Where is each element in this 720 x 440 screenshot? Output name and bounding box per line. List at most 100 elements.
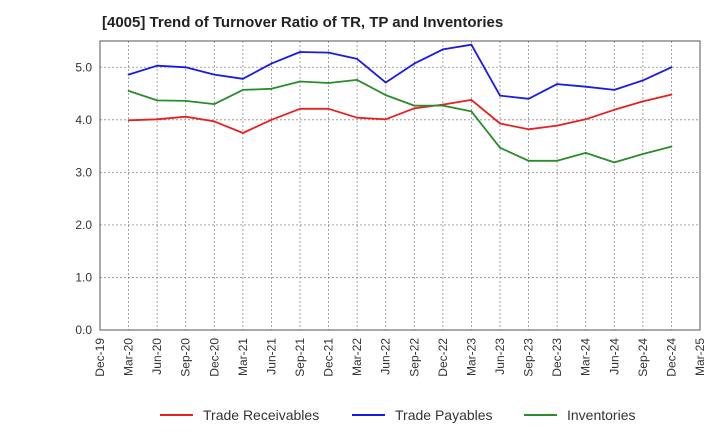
data-point bbox=[613, 88, 616, 91]
data-point bbox=[641, 153, 644, 155]
data-point bbox=[556, 83, 559, 85]
chart-legend: Trade Receivables Trade Payables Inventori… bbox=[0, 404, 720, 426]
data-point bbox=[470, 43, 473, 46]
data-point bbox=[470, 110, 473, 113]
x-tick-label: Sep-23 bbox=[522, 338, 536, 377]
legend-swatch bbox=[524, 414, 557, 416]
data-point bbox=[413, 62, 416, 65]
data-point bbox=[184, 66, 187, 69]
legend-swatch bbox=[352, 414, 385, 416]
data-point bbox=[584, 85, 587, 88]
data-point bbox=[241, 88, 244, 91]
line-chart: 0.0 1.0 2.0 3.0 4.0 5.0 Dec-19 Mar-20 Jun-20 Sep… bbox=[75, 40, 707, 377]
x-tick-label: Sep-22 bbox=[407, 338, 421, 377]
data-point bbox=[384, 94, 387, 97]
data-point bbox=[270, 62, 273, 65]
data-point bbox=[270, 118, 273, 121]
grid-lines bbox=[100, 41, 700, 330]
data-point bbox=[156, 99, 159, 102]
data-point bbox=[356, 78, 359, 81]
legend-item: Trade Payables bbox=[352, 404, 493, 426]
data-point bbox=[613, 161, 616, 164]
x-tick-label: Jun-22 bbox=[379, 338, 393, 375]
x-tick-labels: Dec-19 Mar-20 Jun-20 Sep-20 Dec-20 Mar-21 Jun-… bbox=[93, 338, 707, 377]
data-point bbox=[327, 51, 330, 54]
data-point bbox=[641, 79, 644, 82]
data-point bbox=[299, 80, 301, 83]
data-point bbox=[413, 107, 416, 110]
data-point bbox=[499, 122, 501, 125]
series-line-1 bbox=[128, 93, 672, 134]
data-point bbox=[556, 124, 559, 127]
plot-axes bbox=[99, 40, 701, 331]
data-point bbox=[470, 98, 473, 101]
data-point bbox=[213, 103, 216, 105]
data-point bbox=[584, 152, 587, 154]
data-point bbox=[299, 107, 301, 110]
legend-label: Trade Receivables bbox=[203, 407, 320, 423]
x-tick-label: Mar-24 bbox=[579, 338, 593, 376]
y-tick-labels: 0.0 1.0 2.0 3.0 4.0 5.0 bbox=[75, 60, 92, 337]
data-point bbox=[156, 118, 159, 121]
data-point bbox=[127, 119, 130, 122]
x-tick-label: Mar-20 bbox=[122, 338, 136, 376]
x-tick-label: Mar-22 bbox=[350, 338, 364, 376]
data-point bbox=[384, 81, 387, 84]
data-point bbox=[184, 100, 187, 102]
y-tick-label: 0.0 bbox=[75, 323, 92, 337]
x-tick-label: Sep-24 bbox=[636, 338, 650, 377]
x-tick-label: Mar-21 bbox=[236, 338, 250, 376]
legend-item: Inventories bbox=[524, 404, 635, 426]
y-tick-label: 1.0 bbox=[75, 270, 92, 284]
legend-label: Inventories bbox=[567, 407, 636, 423]
x-tick-label: Mar-25 bbox=[693, 338, 707, 376]
x-tick-label: Jun-20 bbox=[150, 338, 164, 375]
data-point bbox=[670, 145, 673, 148]
data-point bbox=[670, 93, 673, 96]
legend-item: Trade Receivables bbox=[160, 404, 319, 426]
data-point bbox=[127, 90, 130, 92]
legend-swatch bbox=[160, 414, 193, 416]
x-tick-label: Dec-21 bbox=[322, 338, 336, 377]
x-tick-label: Jun-24 bbox=[607, 338, 621, 375]
data-point bbox=[499, 146, 501, 149]
data-point bbox=[413, 104, 416, 107]
data-point bbox=[441, 48, 444, 51]
data-point bbox=[384, 118, 387, 121]
data-point bbox=[327, 107, 330, 110]
data-point bbox=[356, 57, 359, 60]
x-tick-label: Dec-19 bbox=[93, 338, 107, 377]
y-tick-label: 4.0 bbox=[75, 113, 92, 127]
x-tick-label: Sep-20 bbox=[179, 338, 193, 377]
x-tick-label: Sep-21 bbox=[293, 338, 307, 377]
x-tick-label: Dec-24 bbox=[664, 338, 678, 377]
data-point bbox=[527, 97, 530, 100]
series-lines bbox=[127, 43, 673, 164]
data-point bbox=[299, 51, 301, 53]
data-point bbox=[527, 159, 530, 162]
x-tick-label: Dec-22 bbox=[436, 338, 450, 377]
data-point bbox=[270, 87, 273, 90]
data-point bbox=[241, 132, 244, 134]
y-tick-label: 3.0 bbox=[75, 165, 92, 179]
data-point bbox=[241, 77, 244, 80]
data-point bbox=[184, 115, 187, 118]
data-point bbox=[613, 108, 616, 111]
data-point bbox=[441, 104, 444, 107]
data-point bbox=[213, 120, 216, 123]
data-point bbox=[527, 128, 530, 131]
x-tick-label: Mar-23 bbox=[464, 338, 478, 376]
data-point bbox=[156, 64, 159, 67]
series-line-3 bbox=[128, 79, 672, 164]
data-point bbox=[670, 66, 673, 69]
legend-label: Trade Payables bbox=[395, 407, 493, 423]
y-tick-label: 5.0 bbox=[75, 60, 92, 74]
data-point bbox=[584, 118, 587, 121]
data-point bbox=[213, 73, 216, 76]
x-tick-label: Jun-23 bbox=[493, 338, 507, 375]
data-point bbox=[499, 94, 501, 97]
data-point bbox=[641, 100, 644, 103]
x-tick-label: Dec-20 bbox=[207, 338, 221, 377]
data-point bbox=[356, 116, 359, 119]
plot-frame bbox=[99, 40, 701, 331]
